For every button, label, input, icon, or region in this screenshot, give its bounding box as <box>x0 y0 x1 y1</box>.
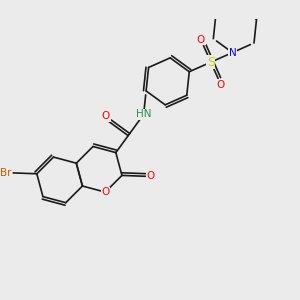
Text: O: O <box>197 35 205 45</box>
Text: O: O <box>101 187 110 197</box>
Text: N: N <box>229 48 236 58</box>
Text: O: O <box>217 80 225 90</box>
Text: Br: Br <box>0 168 12 178</box>
Text: S: S <box>207 56 215 69</box>
Text: HN: HN <box>136 110 152 119</box>
Text: O: O <box>102 111 110 121</box>
Text: O: O <box>146 172 154 182</box>
